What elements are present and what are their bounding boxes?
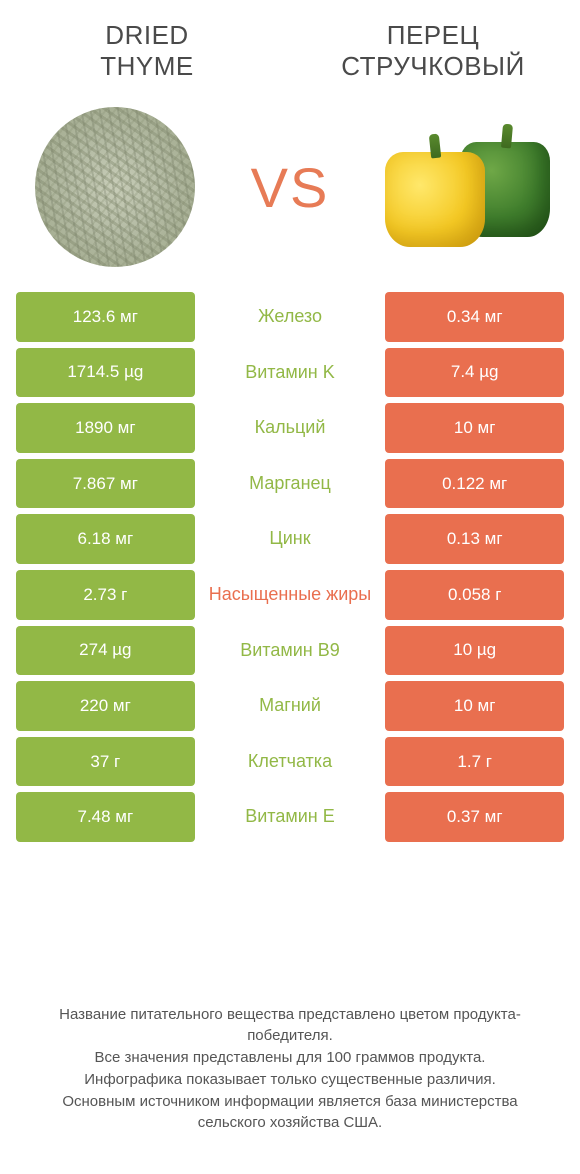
title-left-line1: DRIED: [105, 20, 188, 50]
left-value-cell: 1890 мг: [16, 403, 195, 453]
footer-notes: Название питательного вещества представл…: [0, 984, 580, 1174]
table-row: 7.48 мгВитамин E0.37 мг: [16, 792, 564, 842]
left-value-cell: 123.6 мг: [16, 292, 195, 342]
header: DRIED THYME ПЕРЕЦ СТРУЧКОВЫЙ: [0, 0, 580, 92]
vs-label: VS: [251, 155, 330, 220]
left-value-cell: 1714.5 µg: [16, 348, 195, 398]
nutrient-label-cell: Магний: [201, 681, 380, 731]
table-row: 7.867 мгМарганец0.122 мг: [16, 459, 564, 509]
infographic-container: DRIED THYME ПЕРЕЦ СТРУЧКОВЫЙ VS 123.6 мг…: [0, 0, 580, 1174]
left-value-cell: 7.48 мг: [16, 792, 195, 842]
thyme-image: [30, 102, 200, 272]
footer-line4: Основным источником информации является …: [30, 1091, 550, 1135]
title-right-line2: СТРУЧКОВЫЙ: [341, 51, 525, 81]
thyme-icon: [35, 107, 195, 267]
peppers-image: [380, 102, 550, 272]
left-value-cell: 6.18 мг: [16, 514, 195, 564]
nutrient-label-cell: Марганец: [201, 459, 380, 509]
table-row: 6.18 мгЦинк0.13 мг: [16, 514, 564, 564]
title-left-line2: THYME: [100, 51, 194, 81]
green-pepper-stem-icon: [501, 124, 513, 149]
nutrient-label-cell: Насыщенные жиры: [201, 570, 380, 620]
title-right: ПЕРЕЦ СТРУЧКОВЫЙ: [316, 20, 550, 82]
right-value-cell: 1.7 г: [385, 737, 564, 787]
right-value-cell: 10 мг: [385, 403, 564, 453]
left-value-cell: 220 мг: [16, 681, 195, 731]
title-left: DRIED THYME: [30, 20, 264, 82]
comparison-table: 123.6 мгЖелезо0.34 мг1714.5 µgВитамин K7…: [0, 292, 580, 848]
yellow-pepper-icon: [385, 152, 485, 247]
right-value-cell: 10 мг: [385, 681, 564, 731]
left-value-cell: 7.867 мг: [16, 459, 195, 509]
left-value-cell: 37 г: [16, 737, 195, 787]
table-row: 2.73 гНасыщенные жиры0.058 г: [16, 570, 564, 620]
footer-line2: Все значения представлены для 100 граммо…: [30, 1047, 550, 1069]
right-value-cell: 0.122 мг: [385, 459, 564, 509]
nutrient-label-cell: Витамин E: [201, 792, 380, 842]
left-value-cell: 274 µg: [16, 626, 195, 676]
table-row: 123.6 мгЖелезо0.34 мг: [16, 292, 564, 342]
right-value-cell: 0.13 мг: [385, 514, 564, 564]
right-value-cell: 0.058 г: [385, 570, 564, 620]
nutrient-label-cell: Витамин B9: [201, 626, 380, 676]
images-row: VS: [0, 92, 580, 292]
nutrient-label-cell: Кальций: [201, 403, 380, 453]
right-value-cell: 10 µg: [385, 626, 564, 676]
table-row: 37 гКлетчатка1.7 г: [16, 737, 564, 787]
left-value-cell: 2.73 г: [16, 570, 195, 620]
title-right-line1: ПЕРЕЦ: [387, 20, 479, 50]
table-row: 274 µgВитамин B910 µg: [16, 626, 564, 676]
nutrient-label-cell: Клетчатка: [201, 737, 380, 787]
right-value-cell: 7.4 µg: [385, 348, 564, 398]
nutrient-label-cell: Железо: [201, 292, 380, 342]
nutrient-label-cell: Цинк: [201, 514, 380, 564]
footer-line3: Инфографика показывает только существенн…: [30, 1069, 550, 1091]
right-value-cell: 0.37 мг: [385, 792, 564, 842]
yellow-pepper-stem-icon: [429, 134, 441, 159]
right-value-cell: 0.34 мг: [385, 292, 564, 342]
table-row: 1714.5 µgВитамин K7.4 µg: [16, 348, 564, 398]
footer-line1: Название питательного вещества представл…: [30, 1004, 550, 1048]
table-row: 1890 мгКальций10 мг: [16, 403, 564, 453]
table-row: 220 мгМагний10 мг: [16, 681, 564, 731]
nutrient-label-cell: Витамин K: [201, 348, 380, 398]
